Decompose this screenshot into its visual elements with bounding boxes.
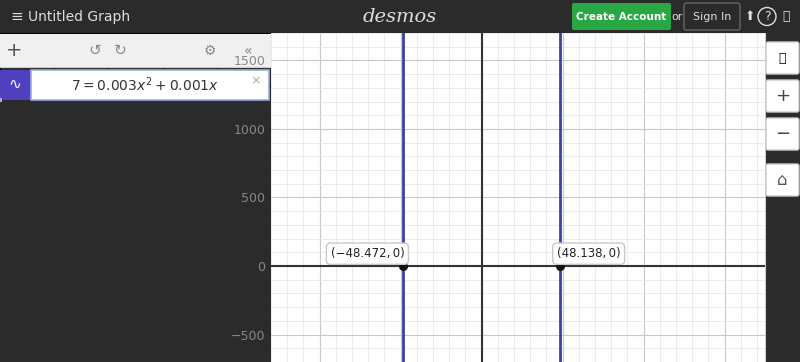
Text: (−48.472, 0): (−48.472, 0) [330,247,404,260]
Text: −: − [775,125,790,143]
Text: ⚙: ⚙ [204,44,216,58]
FancyBboxPatch shape [766,118,799,150]
Text: ↻: ↻ [114,43,126,58]
Text: Untitled Graph: Untitled Graph [28,9,130,24]
Text: ⬆: ⬆ [745,10,755,23]
Text: ↺: ↺ [89,43,102,58]
Text: or: or [671,12,682,21]
Text: ∿: ∿ [9,77,22,92]
Text: ×: × [250,75,262,88]
Text: 🔧: 🔧 [778,51,786,64]
Text: 🌐: 🌐 [782,10,790,23]
FancyBboxPatch shape [766,42,799,74]
FancyBboxPatch shape [766,164,799,196]
FancyBboxPatch shape [572,3,671,30]
FancyBboxPatch shape [31,70,269,100]
FancyBboxPatch shape [684,3,740,30]
Bar [0,70,31,100]
Text: ≡: ≡ [10,9,22,24]
Text: Sign In: Sign In [693,12,731,21]
Text: desmos: desmos [363,8,437,25]
FancyBboxPatch shape [766,80,799,112]
Text: Create Account: Create Account [576,12,666,21]
Text: +: + [775,87,790,105]
Bar [0,34,271,67]
Text: «: « [244,44,252,58]
Text: $7 = 0.003x^2 + 0.001x$: $7 = 0.003x^2 + 0.001x$ [71,76,219,94]
Text: +: + [6,41,22,60]
Text: (48.138, 0): (48.138, 0) [557,247,621,260]
Text: ?: ? [764,10,770,23]
Text: ⌂: ⌂ [778,171,788,189]
